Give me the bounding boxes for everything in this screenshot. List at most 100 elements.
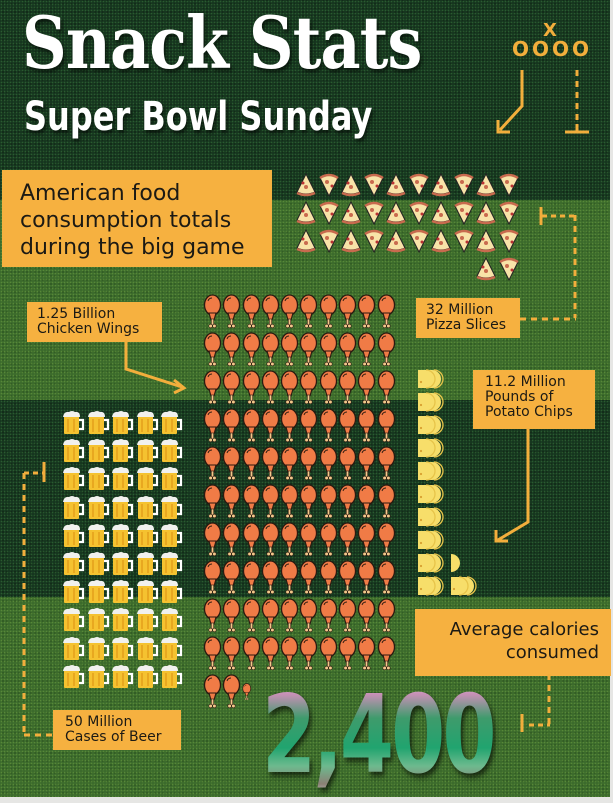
- chicken-wing-icon: [358, 522, 376, 557]
- chicken-wing-icon: [223, 598, 241, 633]
- chicken-wing-icon: [281, 370, 299, 405]
- intro-box: American food consumption totals during …: [2, 170, 272, 267]
- pizza-slice-icon: [318, 201, 339, 226]
- beer-mug-icon: [161, 551, 183, 575]
- chicken-wing-icon: [281, 636, 299, 671]
- chicken-wing-icon: [338, 560, 357, 595]
- beer-mug-icon: [112, 439, 134, 463]
- chicken-wing-icon: [358, 598, 376, 633]
- chicken-wing-icon: [377, 484, 395, 519]
- page-title: Snack Stats: [22, 0, 422, 85]
- chicken-wing-icon: [261, 446, 280, 481]
- beer-connector-icon: [22, 462, 54, 737]
- pizza-slice-icon: [453, 229, 474, 254]
- chicken-wing-icon: [242, 446, 260, 481]
- beer-mug-icon: [63, 664, 85, 688]
- chicken-wing-icon: [319, 484, 337, 519]
- chicken-wing-icon: [319, 560, 337, 595]
- pizza-slice-icon: [408, 229, 429, 254]
- beer-label: 50 Million Cases of Beer: [53, 710, 181, 750]
- chicken-wing-icon: [377, 446, 395, 481]
- calories-category: Average calories: [449, 619, 599, 640]
- chicken-wing-icon: [300, 408, 318, 443]
- chicken-wing-icon: [377, 560, 395, 595]
- chicken-wing-icon: [338, 294, 357, 329]
- pizza-slice-icon: [408, 201, 429, 226]
- pizza-category: Pizza Slices: [426, 317, 507, 333]
- chicken-wing-icon: [338, 332, 357, 367]
- beer-mug-icon: [87, 523, 109, 547]
- pizza-slice-icon: [431, 200, 451, 225]
- chicken-wing-icon: [223, 408, 241, 443]
- chicken-wing-icon: [242, 683, 251, 701]
- chicken-wing-icon: [358, 332, 376, 367]
- chicken-wing-icon: [319, 332, 337, 367]
- beer-mug-icon: [87, 636, 109, 660]
- chicken-wing-icon: [300, 446, 318, 481]
- route-arrow-icon: [496, 70, 589, 134]
- chips-value: 11.2 Million: [485, 374, 566, 390]
- beer-mug-icon: [161, 608, 183, 632]
- chicken-wing-icon: [223, 636, 241, 671]
- beer-mug-icon: [161, 636, 183, 660]
- wings-label: 1.25 Billion Chicken Wings: [27, 302, 162, 342]
- beer-mug-icon: [136, 608, 158, 632]
- chicken-wing-icon: [281, 484, 299, 519]
- pizza-slice-icon: [363, 229, 384, 254]
- beer-mug-icon: [87, 580, 109, 604]
- chicken-wing-icon: [338, 484, 357, 519]
- chicken-wing-icon: [203, 598, 222, 633]
- chips-label: 11.2 Million Pounds of Potato Chips: [473, 370, 595, 429]
- chicken-wing-icon: [377, 522, 395, 557]
- chicken-wing-icon: [300, 598, 318, 633]
- page-subtitle: Super Bowl Sunday: [24, 94, 373, 140]
- chicken-wing-icon: [242, 332, 260, 367]
- beer-mug-icon: [161, 467, 183, 491]
- chicken-wing-icon: [338, 522, 357, 557]
- beer-mug-icon: [87, 551, 109, 575]
- pizza-slice-icon: [498, 229, 519, 254]
- beer-mug-icon: [87, 495, 109, 519]
- chicken-wing-icon: [300, 370, 318, 405]
- chicken-wing-icon: [223, 484, 241, 519]
- chips-arrow-icon: [494, 428, 530, 543]
- chicken-wing-grid: [203, 294, 396, 712]
- chicken-wing-icon: [261, 370, 280, 405]
- chicken-wing-icon: [377, 598, 395, 633]
- chicken-wing-icon: [261, 598, 280, 633]
- intro-line: during the big game: [20, 235, 245, 260]
- chicken-wing-icon: [319, 522, 337, 557]
- chips-category: Potato Chips: [485, 404, 573, 420]
- chicken-wing-icon: [242, 370, 260, 405]
- chicken-wing-icon: [338, 636, 357, 671]
- chicken-wing-icon: [261, 332, 280, 367]
- potato-chip-icon: [451, 554, 460, 572]
- beer-mug-icon: [136, 636, 158, 660]
- beer-mug-icon: [87, 411, 109, 434]
- chips-category: Pounds of: [485, 389, 554, 405]
- calories-category: consumed: [505, 642, 599, 663]
- potato-chip-icon: [418, 576, 444, 596]
- chicken-wing-icon: [203, 674, 222, 709]
- chicken-wing-icon: [242, 294, 260, 329]
- potato-chip-icon: [418, 461, 444, 481]
- chicken-wing-icon: [223, 332, 241, 367]
- chicken-wing-icon: [203, 332, 222, 367]
- beer-mug-icon: [136, 580, 158, 604]
- chicken-wing-icon: [319, 408, 337, 443]
- chicken-wing-icon: [223, 674, 241, 709]
- beer-mug-icon: [63, 439, 85, 463]
- chicken-wing-icon: [203, 294, 222, 329]
- chicken-wing-icon: [300, 560, 318, 595]
- defender-x-icon: X: [543, 20, 557, 41]
- chicken-wing-icon: [377, 294, 395, 329]
- chicken-wing-icon: [281, 332, 299, 367]
- intro-line: consumption totals: [20, 208, 232, 233]
- pizza-slice-icon: [318, 229, 339, 254]
- potato-chip-grid: [416, 368, 482, 598]
- chicken-wing-icon: [203, 484, 222, 519]
- chicken-wing-icon: [203, 446, 222, 481]
- beer-mug-icon: [63, 636, 85, 660]
- beer-mug-icon: [87, 467, 109, 491]
- chicken-wing-icon: [242, 636, 260, 671]
